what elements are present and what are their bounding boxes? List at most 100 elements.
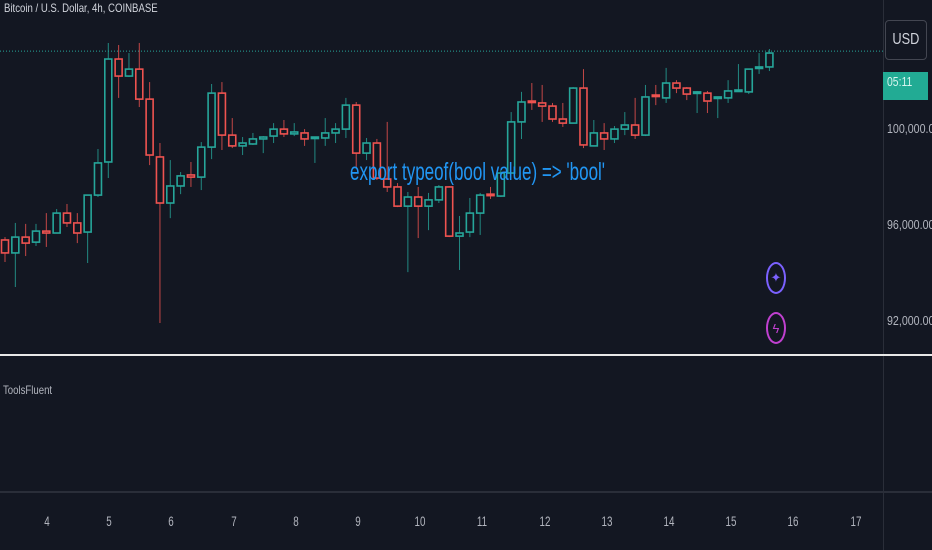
candle-body bbox=[227, 134, 237, 147]
time-tick-label: 8 bbox=[293, 513, 299, 529]
candle-body bbox=[703, 92, 712, 102]
candle-body bbox=[434, 186, 444, 201]
candle-body bbox=[403, 196, 413, 207]
countdown-text: 05:11 bbox=[887, 74, 913, 89]
candle-body bbox=[320, 132, 330, 139]
pane-separator[interactable] bbox=[0, 354, 932, 356]
candle-body bbox=[424, 199, 433, 207]
candle-body bbox=[104, 58, 113, 163]
candle-body bbox=[248, 138, 258, 145]
time-tick-label: 10 bbox=[414, 513, 426, 529]
candle-body bbox=[651, 94, 661, 98]
candle-body bbox=[630, 124, 640, 136]
candle-body bbox=[176, 175, 185, 187]
candle-body bbox=[11, 236, 20, 254]
candle-body bbox=[186, 174, 196, 178]
candle-body bbox=[496, 172, 506, 197]
candle-body bbox=[362, 142, 371, 154]
candle-body bbox=[238, 142, 247, 147]
candle-body bbox=[351, 104, 361, 154]
time-tick-label: 14 bbox=[663, 513, 675, 529]
time-tick-label: 5 bbox=[106, 513, 112, 529]
candle-body bbox=[300, 132, 309, 140]
time-axis-border bbox=[0, 491, 932, 493]
lightning-icon[interactable]: ϟ bbox=[766, 312, 786, 344]
candle-body bbox=[713, 96, 723, 100]
price-label: 92,000.00 bbox=[887, 313, 932, 328]
candle-body bbox=[413, 196, 423, 207]
candle-body bbox=[455, 232, 464, 237]
candle-body bbox=[372, 142, 382, 179]
candle-body bbox=[21, 236, 30, 244]
candle-body bbox=[382, 178, 392, 188]
candle-body bbox=[393, 186, 402, 207]
candle-body bbox=[620, 124, 630, 130]
candle-body bbox=[589, 132, 599, 147]
time-tick-label: 11 bbox=[477, 513, 488, 529]
candle-body bbox=[723, 90, 733, 99]
time-tick-label: 17 bbox=[850, 513, 862, 529]
candle-body bbox=[341, 104, 351, 130]
price-chart[interactable] bbox=[0, 0, 883, 354]
time-tick-label: 15 bbox=[725, 513, 737, 529]
candle-body bbox=[568, 87, 578, 124]
candle-body bbox=[217, 92, 227, 136]
candle-body bbox=[269, 128, 278, 137]
candle-body bbox=[517, 101, 526, 123]
candle-body bbox=[134, 68, 144, 100]
candle-body bbox=[754, 66, 764, 70]
candle-body bbox=[744, 68, 754, 93]
candle-body bbox=[537, 102, 547, 107]
time-tick-label: 7 bbox=[230, 513, 237, 529]
price-label: 96,000.00 bbox=[887, 217, 932, 232]
time-tick-label: 16 bbox=[787, 513, 799, 529]
candle-body bbox=[279, 128, 289, 135]
countdown-label: 05:11 bbox=[883, 72, 928, 100]
candle-body bbox=[599, 132, 609, 140]
sparkle-icon[interactable]: ✦ bbox=[766, 262, 786, 294]
candle-body bbox=[558, 118, 568, 124]
candle-body bbox=[641, 96, 650, 136]
candle-body bbox=[661, 82, 671, 99]
candle-body bbox=[734, 89, 743, 93]
candle-body bbox=[0, 239, 10, 254]
candle-body bbox=[93, 162, 103, 196]
symbol-title[interactable]: Bitcoin / U.S. Dollar, 4h, COINBASE bbox=[4, 1, 158, 15]
candle-body bbox=[62, 212, 72, 224]
candle-body bbox=[196, 146, 206, 178]
candle-body bbox=[83, 194, 92, 233]
candle-body bbox=[42, 230, 51, 234]
candle-body bbox=[486, 193, 495, 197]
indicator-label[interactable]: ToolsFluent bbox=[3, 383, 53, 397]
candle-body bbox=[310, 136, 320, 140]
candle-body bbox=[165, 185, 175, 204]
candle-body bbox=[610, 128, 619, 140]
price-label: 100,000.00 bbox=[887, 121, 932, 136]
candle-body bbox=[465, 212, 475, 233]
price-axis-border bbox=[883, 0, 884, 550]
candle-body bbox=[258, 136, 268, 140]
candle-body bbox=[527, 100, 537, 104]
candle-body bbox=[444, 186, 454, 237]
candle-body bbox=[682, 87, 692, 95]
candle-body bbox=[73, 222, 82, 234]
candle-body bbox=[692, 91, 702, 95]
candle-body bbox=[331, 128, 340, 134]
candle-body bbox=[155, 156, 165, 204]
currency-label: USD bbox=[892, 31, 920, 48]
candle-body bbox=[52, 212, 61, 234]
candle-body bbox=[765, 52, 774, 68]
candle-body bbox=[207, 92, 216, 148]
candle-body bbox=[114, 58, 123, 77]
candle-body bbox=[124, 68, 134, 77]
time-tick-label: 13 bbox=[601, 513, 613, 529]
candle-body bbox=[506, 121, 516, 174]
candle-body bbox=[548, 105, 557, 120]
candle-body bbox=[475, 194, 485, 214]
candle-body bbox=[579, 87, 588, 146]
candle-body bbox=[289, 131, 299, 135]
currency-button[interactable]: USD bbox=[885, 20, 927, 60]
candle-body bbox=[145, 98, 154, 156]
time-tick-label: 12 bbox=[539, 513, 551, 529]
time-tick-label: 4 bbox=[44, 513, 50, 529]
